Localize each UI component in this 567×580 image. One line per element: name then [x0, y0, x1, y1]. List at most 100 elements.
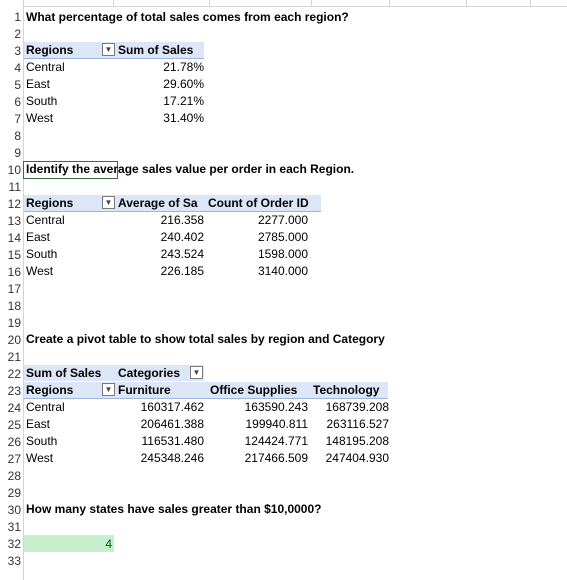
pivot3-c2: 163590.243 [244, 400, 308, 414]
pivot2-count: 2277.000 [257, 213, 308, 227]
pivot2-region: West [26, 264, 54, 278]
row-number[interactable]: 13 [7, 214, 21, 228]
row-number[interactable]: 28 [7, 469, 21, 483]
pivot3-cat1-header: Furniture [118, 383, 171, 397]
row-number[interactable]: 21 [7, 350, 21, 364]
pivot3-c2: 217466.509 [244, 451, 308, 465]
row-number[interactable]: 4 [14, 61, 21, 75]
pivot2-count: 3140.000 [257, 264, 308, 278]
row-number[interactable]: 18 [7, 299, 21, 313]
row-number[interactable]: 14 [7, 231, 21, 245]
row-number[interactable]: 24 [7, 401, 21, 415]
column-separator [530, 0, 531, 6]
pivot3-cat2-header: Office Supplies [210, 383, 298, 397]
row-number[interactable]: 20 [7, 333, 21, 347]
pivot1-value: 29.60% [163, 77, 204, 91]
row-number[interactable]: 9 [14, 146, 21, 160]
pivot1-value: 21.78% [163, 60, 204, 74]
row-number[interactable]: 30 [7, 503, 21, 517]
pivot3-region: West [26, 451, 54, 465]
row-number[interactable]: 2 [14, 27, 21, 41]
row-number[interactable]: 22 [7, 367, 21, 381]
pivot3-region: East [26, 417, 51, 431]
selected-cell[interactable] [23, 161, 118, 179]
pivot3-c1: 206461.388 [140, 417, 204, 431]
row-number[interactable]: 7 [14, 112, 21, 126]
row-number[interactable]: 31 [7, 520, 21, 534]
question-1: What percentage of total sales comes fro… [26, 10, 349, 24]
row-number[interactable]: 6 [14, 95, 21, 109]
pivot2-avg: 240.402 [160, 230, 204, 244]
pivot3-c1: 245348.246 [140, 451, 204, 465]
pivot1-sum-header: Sum of Sales [118, 43, 194, 57]
pivot2-region: Central [26, 213, 65, 227]
pivot2-avg-header: Average of Sa [118, 196, 198, 210]
question-3: Create a pivot table to show total sales… [26, 332, 385, 346]
row-number[interactable]: 3 [14, 44, 21, 58]
row-number[interactable]: 23 [7, 384, 21, 398]
pivot3-c1: 160317.462 [140, 400, 204, 414]
row-number[interactable]: 8 [14, 129, 21, 143]
pivot2-regions-header: Regions [26, 196, 74, 210]
row-number[interactable]: 26 [7, 435, 21, 449]
pivot2-avg: 226.185 [160, 264, 204, 278]
pivot1-region: South [26, 94, 58, 108]
filter-dropdown-icon[interactable]: ▼ [102, 196, 115, 209]
row-number[interactable]: 5 [14, 78, 21, 92]
filter-dropdown-icon[interactable]: ▼ [190, 366, 203, 379]
pivot3-header-fill [24, 382, 388, 398]
column-separator [113, 0, 114, 6]
pivot3-header-rule [24, 398, 388, 399]
pivot2-header-rule [24, 211, 321, 212]
pivot3-c3: 168739.208 [325, 400, 389, 414]
column-header-strip [0, 0, 567, 7]
pivot1-region: East [26, 77, 51, 91]
row-number[interactable]: 11 [8, 180, 21, 194]
row-number[interactable]: 1 [14, 10, 21, 24]
row-header [0, 6, 24, 580]
row-number[interactable]: 25 [7, 418, 21, 432]
pivot2-count: 2785.000 [257, 230, 308, 244]
row-number[interactable]: 27 [7, 452, 21, 466]
pivot3-cat3-header: Technology [313, 383, 380, 397]
pivot1-header-rule [24, 58, 204, 59]
pivot3-c2: 124424.771 [244, 434, 308, 448]
pivot2-region: South [26, 247, 58, 261]
row-number[interactable]: 10 [7, 163, 21, 177]
pivot2-count: 1598.000 [257, 247, 308, 261]
filter-dropdown-icon[interactable]: ▼ [102, 43, 115, 56]
row-number[interactable]: 15 [7, 248, 21, 262]
pivot3-c2: 199940.811 [245, 417, 308, 431]
question-2: Identify the average sales value per ord… [26, 162, 355, 176]
answer-cell-fill[interactable] [24, 535, 114, 552]
pivot3-c3: 247404.930 [325, 451, 389, 465]
pivot3-regions-header: Regions [26, 383, 74, 397]
pivot3-sum-header: Sum of Sales [26, 366, 102, 380]
row-number[interactable]: 16 [7, 265, 21, 279]
pivot3-c3: 263116.527 [326, 417, 389, 431]
column-separator [209, 0, 210, 6]
pivot1-region: Central [26, 60, 65, 74]
pivot1-region: West [26, 111, 54, 125]
row-number[interactable]: 32 [7, 537, 21, 551]
answer-value[interactable]: 4 [105, 537, 112, 551]
pivot3-header-fill-top [24, 365, 204, 381]
question-4: How many states have sales greater than … [26, 502, 322, 516]
column-separator [466, 0, 467, 6]
pivot1-value: 31.40% [163, 111, 204, 125]
row-number[interactable]: 29 [7, 486, 21, 500]
pivot2-region: East [26, 230, 51, 244]
column-separator [23, 0, 24, 6]
pivot3-c3: 148195.208 [325, 434, 389, 448]
pivot1-value: 17.21% [163, 94, 204, 108]
row-number[interactable]: 12 [7, 197, 21, 211]
column-separator [311, 0, 312, 6]
pivot1-regions-header: Regions [26, 43, 74, 57]
row-number[interactable]: 19 [7, 316, 21, 330]
pivot3-categories-header: Categories [118, 366, 181, 380]
row-number[interactable]: 17 [7, 282, 21, 296]
filter-dropdown-icon[interactable]: ▼ [102, 383, 115, 396]
row-number[interactable]: 33 [7, 554, 21, 568]
column-separator [389, 0, 390, 6]
pivot3-c1: 116531.480 [141, 434, 204, 448]
